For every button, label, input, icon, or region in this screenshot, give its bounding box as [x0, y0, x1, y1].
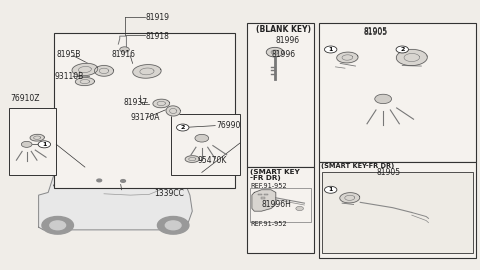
- Circle shape: [375, 94, 392, 104]
- Circle shape: [120, 47, 129, 52]
- Circle shape: [50, 221, 66, 230]
- Polygon shape: [95, 66, 114, 76]
- Text: 81996: 81996: [276, 36, 300, 45]
- Text: 81905: 81905: [364, 27, 388, 36]
- Circle shape: [195, 134, 209, 142]
- Text: 81919: 81919: [145, 13, 169, 22]
- Bar: [247, 167, 314, 252]
- Circle shape: [21, 141, 32, 147]
- Polygon shape: [61, 144, 104, 158]
- Text: 95470K: 95470K: [197, 156, 227, 165]
- Text: REF.91-952: REF.91-952: [251, 183, 287, 189]
- Circle shape: [120, 180, 125, 182]
- Text: 1: 1: [328, 187, 333, 192]
- Text: 93110B: 93110B: [55, 72, 84, 81]
- Bar: [258, 194, 262, 195]
- Circle shape: [42, 217, 73, 234]
- Text: 81918: 81918: [145, 32, 169, 40]
- Text: 81905: 81905: [364, 28, 388, 37]
- Circle shape: [324, 186, 337, 193]
- Circle shape: [97, 179, 102, 182]
- Bar: [261, 197, 265, 199]
- Polygon shape: [336, 52, 358, 63]
- Polygon shape: [72, 63, 98, 76]
- Polygon shape: [166, 106, 180, 116]
- Text: (SMART KEY-FR DR): (SMART KEY-FR DR): [321, 163, 395, 169]
- Text: (BLANK KEY): (BLANK KEY): [256, 25, 311, 34]
- Text: 81996: 81996: [272, 50, 296, 59]
- Text: 76990: 76990: [216, 121, 240, 130]
- Bar: [319, 162, 476, 258]
- Text: 1: 1: [42, 142, 47, 147]
- Text: 2: 2: [180, 125, 185, 130]
- Bar: [319, 23, 476, 162]
- Polygon shape: [185, 156, 199, 162]
- Text: 76910Z: 76910Z: [10, 94, 39, 103]
- Bar: [171, 114, 240, 175]
- Circle shape: [177, 124, 189, 131]
- Circle shape: [165, 221, 181, 230]
- Text: (SMART KEY: (SMART KEY: [251, 169, 300, 176]
- Text: -FR DR): -FR DR): [251, 175, 281, 181]
- Circle shape: [266, 47, 283, 57]
- Polygon shape: [58, 144, 173, 163]
- Circle shape: [157, 217, 189, 234]
- Text: 81905: 81905: [376, 168, 400, 177]
- Polygon shape: [38, 148, 192, 230]
- Circle shape: [396, 46, 408, 53]
- Circle shape: [296, 206, 303, 211]
- Polygon shape: [30, 134, 44, 141]
- Text: 8195B: 8195B: [56, 50, 81, 59]
- Bar: [9, 108, 56, 175]
- Bar: [264, 194, 268, 195]
- Text: 1: 1: [328, 47, 333, 52]
- Text: REF.91-952: REF.91-952: [251, 221, 287, 227]
- Bar: [250, 188, 311, 222]
- Text: 81937: 81937: [123, 99, 147, 107]
- Polygon shape: [153, 99, 169, 108]
- Bar: [247, 23, 314, 167]
- Polygon shape: [133, 65, 161, 78]
- Circle shape: [271, 50, 279, 54]
- Circle shape: [324, 46, 337, 53]
- Text: 81996H: 81996H: [262, 200, 291, 209]
- Polygon shape: [396, 49, 427, 66]
- Text: 81916: 81916: [111, 50, 135, 59]
- Bar: [54, 33, 235, 188]
- Polygon shape: [252, 190, 276, 211]
- Text: 1339CC: 1339CC: [154, 189, 184, 198]
- Text: 2: 2: [400, 47, 405, 52]
- Circle shape: [38, 141, 50, 148]
- Polygon shape: [75, 77, 95, 86]
- Polygon shape: [130, 151, 172, 162]
- Bar: [322, 173, 473, 252]
- Polygon shape: [340, 193, 360, 203]
- Text: 93170A: 93170A: [130, 113, 160, 122]
